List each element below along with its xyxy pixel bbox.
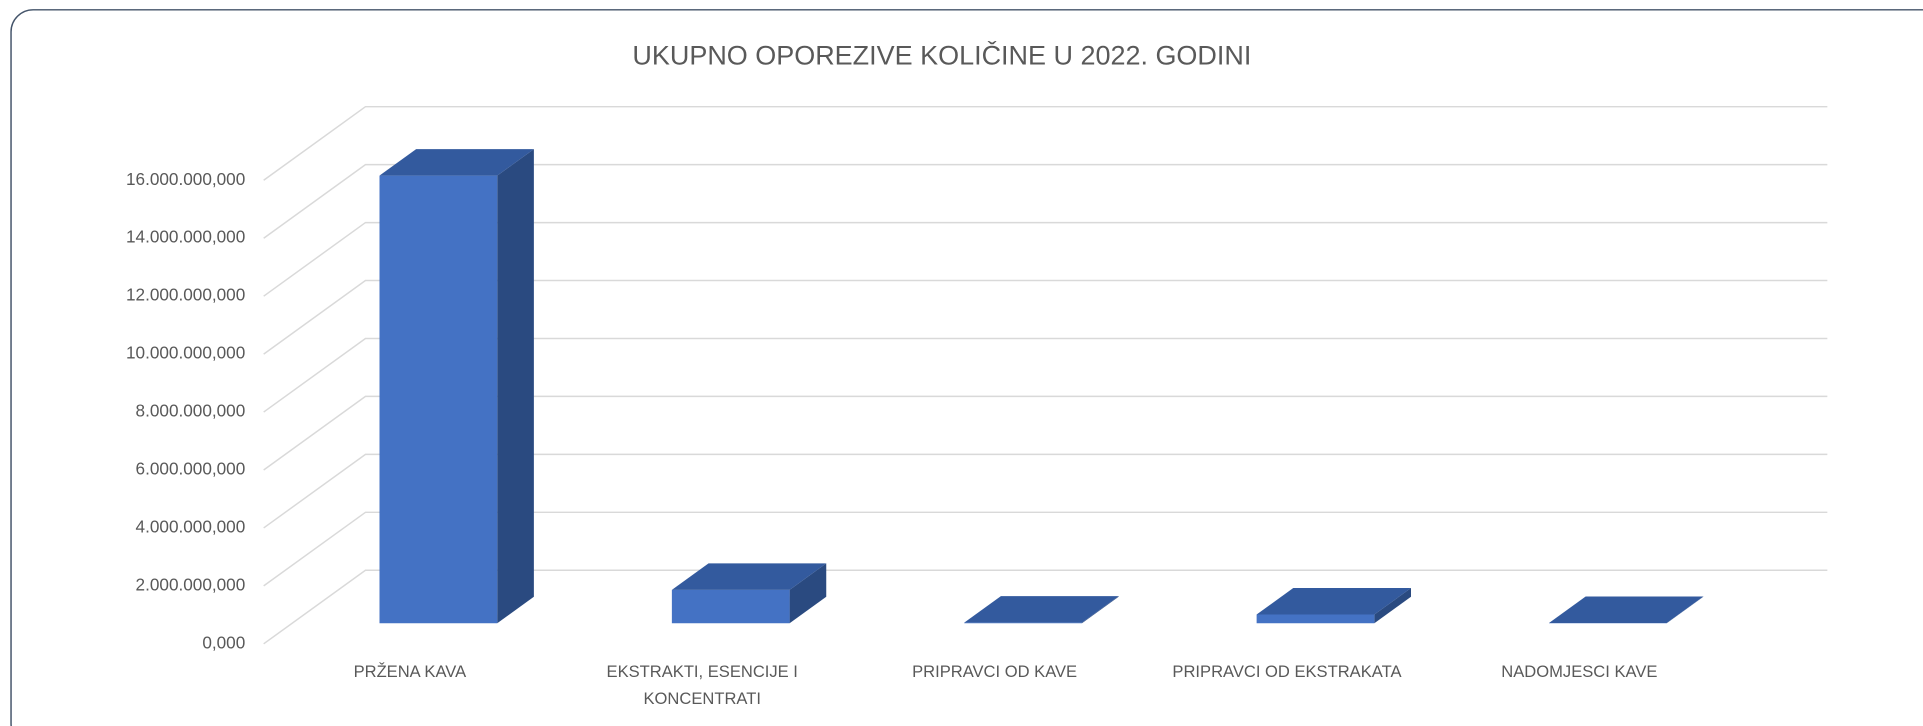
y-tick-label: 14.000.000,000 [126, 227, 245, 247]
x-tick-label-box: NADOMJESCI KAVE [1501, 662, 1658, 681]
plot-area: 0,000 2.000.000,000 4.000.000,000 6.000.000… [126, 105, 1828, 708]
x-tick-label: PRIPRAVCI OD KAVE [912, 662, 1078, 681]
bar-side [1081, 596, 1119, 624]
y-tick-label: 2.000.000,000 [136, 574, 246, 594]
bar-side [1666, 596, 1704, 624]
grid-line [263, 569, 1828, 645]
x-tick-label-box: EKSTRAKTI, ESENCIJE I KONCENTRATI [606, 662, 798, 708]
grid-line [263, 105, 1828, 181]
x-tick-label: NADOMJESCI KAVE [1501, 662, 1658, 681]
x-tick-label-box: PRŽENA KAVA [353, 662, 467, 681]
bar-side [497, 149, 534, 624]
x-tick-label: EKSTRAKTI, ESENCIJE I KONCENTRATI [606, 662, 798, 708]
grid-line [263, 221, 1828, 297]
x-tick-label: PRŽENA KAVA [353, 662, 467, 681]
x-tick-label-box: PRIPRAVCI OD KAVE [912, 662, 1078, 681]
bar-front [671, 589, 790, 624]
y-tick-label: 16.000.000,000 [126, 169, 245, 189]
grid-line [263, 453, 1828, 529]
x-tick-label: PRIPRAVCI OD EKSTRAKATA [1172, 662, 1402, 681]
y-tick-label: 8.000.000,000 [136, 401, 246, 421]
bar-top [1256, 588, 1412, 615]
grid-line [263, 511, 1828, 587]
y-tick-label: 6.000.000,000 [136, 459, 246, 479]
bar-top [671, 563, 827, 590]
bar-front [379, 175, 498, 624]
y-tick-label: 0,000 [202, 632, 245, 652]
x-tick-label-box: PRIPRAVCI OD EKSTRAKATA [1172, 662, 1402, 681]
y-tick-label: 4.000.000,000 [136, 516, 246, 536]
bar-front [964, 622, 1082, 624]
y-tick-label: 10.000.000,000 [126, 343, 245, 363]
bar-front [1256, 614, 1375, 624]
bar-top [379, 149, 534, 176]
bar-side [1374, 588, 1412, 624]
grid-line [263, 337, 1828, 413]
bar-top [1548, 596, 1704, 623]
bar-top [964, 596, 1119, 623]
y-tick-label: 12.000.000,000 [126, 285, 245, 305]
chart-title: UKUPNO OPOREZIVE KOLIČINE U 2022. GODINI [632, 40, 1251, 71]
grid-line [263, 395, 1828, 471]
bar-side [789, 563, 827, 624]
grid-line [263, 279, 1828, 355]
grid-line [263, 163, 1828, 239]
